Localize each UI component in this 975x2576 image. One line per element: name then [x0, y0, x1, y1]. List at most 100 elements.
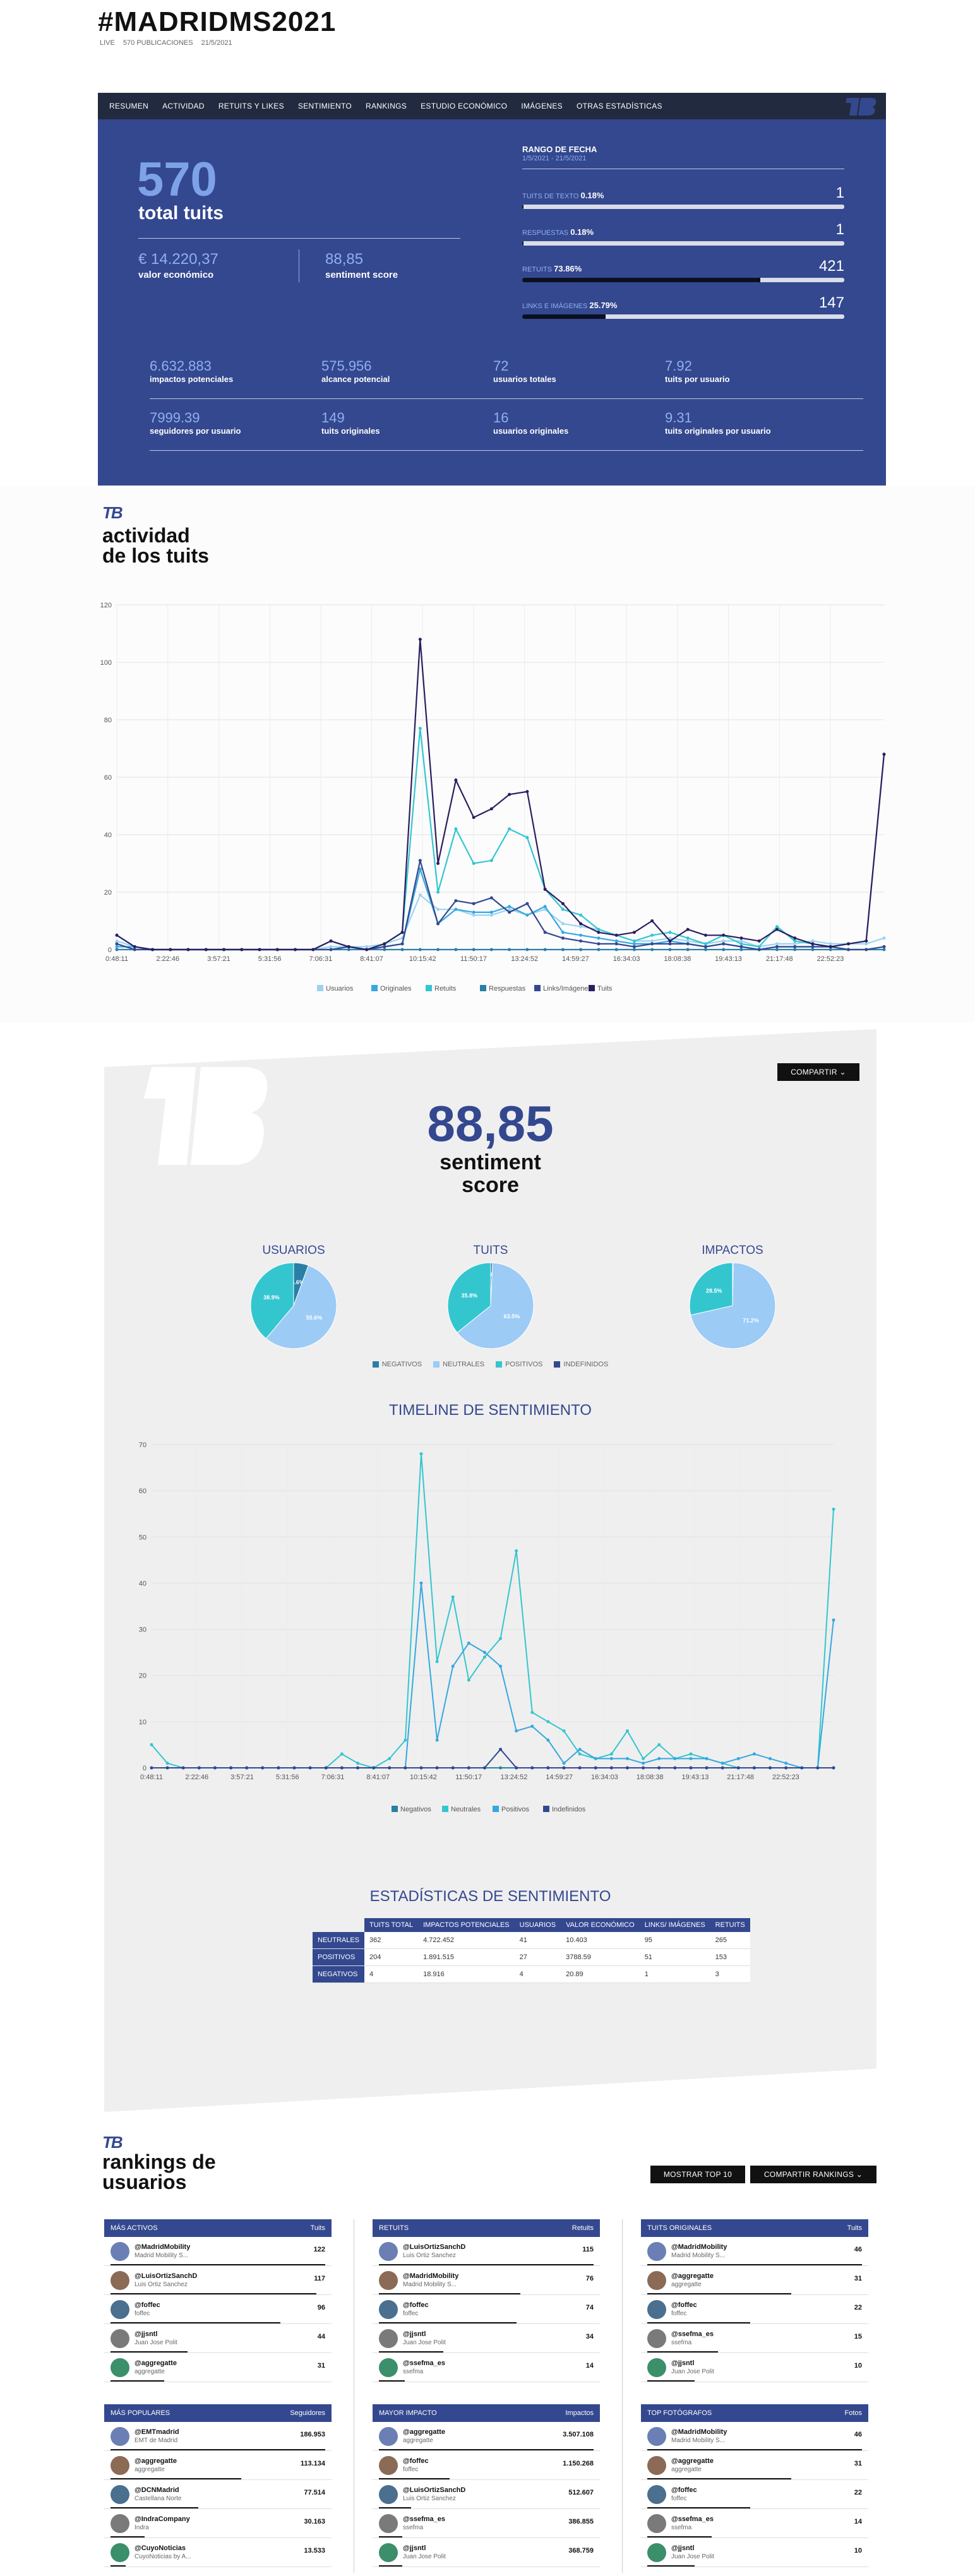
data-point[interactable]: [597, 936, 601, 940]
ranking-row[interactable]: @aggregatte aggregatte 31: [641, 2266, 868, 2295]
ranking-row[interactable]: @ssefma_es ssefma 14: [641, 2509, 868, 2538]
data-point[interactable]: [562, 1729, 566, 1732]
share-rankings-button[interactable]: COMPARTIR RANKINGS ⌄: [750, 2166, 876, 2183]
data-point[interactable]: [625, 1766, 629, 1770]
ranking-user-handle[interactable]: @aggregatte: [135, 2457, 177, 2466]
data-point[interactable]: [292, 1766, 296, 1770]
data-point[interactable]: [561, 948, 565, 951]
data-point[interactable]: [347, 945, 350, 948]
data-point[interactable]: [261, 1766, 265, 1770]
data-point[interactable]: [472, 948, 476, 951]
ranking-row[interactable]: @jjsntl Juan Jose Polit 10: [641, 2538, 868, 2567]
ranking-row[interactable]: @EMTmadrid EMT de Madrid 186.953: [104, 2422, 332, 2451]
data-point[interactable]: [115, 948, 119, 951]
data-point[interactable]: [832, 1618, 835, 1622]
data-point[interactable]: [739, 942, 743, 946]
avatar[interactable]: [647, 2358, 666, 2377]
data-point[interactable]: [454, 899, 458, 903]
data-point[interactable]: [115, 942, 119, 946]
data-point[interactable]: [578, 1748, 582, 1751]
data-point[interactable]: [467, 1678, 470, 1682]
data-point[interactable]: [436, 862, 440, 865]
avatar[interactable]: [379, 2270, 398, 2290]
data-point[interactable]: [816, 1766, 820, 1770]
pie-slice-neutrales[interactable]: [690, 1262, 776, 1349]
share-button[interactable]: COMPARTIR ⌄: [777, 1063, 859, 1081]
data-point[interactable]: [793, 948, 797, 951]
avatar[interactable]: [379, 2484, 398, 2504]
data-point[interactable]: [277, 1766, 280, 1770]
data-point[interactable]: [169, 948, 172, 951]
data-point[interactable]: [418, 893, 422, 897]
data-point[interactable]: [775, 927, 779, 931]
data-point[interactable]: [739, 948, 743, 951]
data-point[interactable]: [311, 948, 315, 951]
ranking-row[interactable]: @MadridMobility Madrid Mobility S... 122: [104, 2237, 332, 2266]
avatar[interactable]: [111, 2543, 129, 2562]
data-point[interactable]: [489, 807, 493, 811]
data-point[interactable]: [186, 948, 190, 951]
avatar[interactable]: [647, 2299, 666, 2319]
data-point[interactable]: [151, 948, 155, 951]
data-point[interactable]: [133, 948, 136, 951]
data-point[interactable]: [668, 948, 672, 951]
ranking-row[interactable]: @jjsntl Juan Jose Polit 368.759: [373, 2538, 600, 2567]
ranking-user-handle[interactable]: @foffec: [135, 2301, 160, 2310]
data-point[interactable]: [489, 910, 493, 914]
data-point[interactable]: [436, 948, 440, 951]
data-point[interactable]: [673, 1766, 677, 1770]
data-point[interactable]: [525, 902, 529, 905]
data-point[interactable]: [686, 948, 690, 951]
data-point[interactable]: [418, 727, 422, 730]
data-point[interactable]: [383, 948, 386, 951]
ranking-user-handle[interactable]: @ssefma_es: [671, 2330, 714, 2339]
data-point[interactable]: [472, 902, 476, 905]
data-point[interactable]: [525, 790, 529, 794]
avatar[interactable]: [111, 2270, 129, 2290]
data-point[interactable]: [530, 1724, 534, 1728]
data-point[interactable]: [864, 942, 868, 946]
data-point[interactable]: [594, 1756, 597, 1760]
data-point[interactable]: [454, 907, 458, 911]
pie-slice-positivos[interactable]: [689, 1262, 733, 1316]
ranking-row[interactable]: @MadridMobility Madrid Mobility S... 46: [641, 2422, 868, 2451]
data-point[interactable]: [686, 942, 690, 946]
nav-imagenes[interactable]: IMÁGENES: [521, 102, 563, 110]
data-point[interactable]: [793, 939, 797, 943]
pie-slice-positivos[interactable]: [250, 1262, 294, 1339]
nav-actividad[interactable]: ACTIVIDAD: [162, 102, 205, 110]
data-point[interactable]: [579, 939, 583, 943]
nav-retuits-likes[interactable]: RETUITS Y LIKES: [218, 102, 284, 110]
data-point[interactable]: [686, 927, 690, 931]
data-point[interactable]: [579, 925, 583, 929]
data-point[interactable]: [435, 1660, 439, 1664]
data-point[interactable]: [482, 1766, 486, 1770]
avatar[interactable]: [647, 2270, 666, 2290]
data-point[interactable]: [356, 1766, 360, 1770]
data-point[interactable]: [388, 1756, 392, 1760]
avatar[interactable]: [379, 2426, 398, 2446]
avatar[interactable]: [647, 2241, 666, 2261]
data-point[interactable]: [365, 948, 369, 951]
data-point[interactable]: [625, 1756, 629, 1760]
data-point[interactable]: [508, 948, 511, 951]
data-point[interactable]: [451, 1664, 455, 1668]
data-point[interactable]: [418, 859, 422, 862]
ranking-row[interactable]: @aggregatte aggregatte 31: [104, 2353, 332, 2382]
data-point[interactable]: [705, 1756, 709, 1760]
data-point[interactable]: [722, 948, 726, 951]
data-point[interactable]: [436, 907, 440, 911]
pie-slice-neutrales[interactable]: [457, 1262, 534, 1349]
data-point[interactable]: [642, 1762, 645, 1765]
data-point[interactable]: [508, 907, 511, 911]
data-point[interactable]: [784, 1762, 788, 1765]
ranking-row[interactable]: @foffec foffec 96: [104, 2295, 332, 2324]
ranking-user-handle[interactable]: @MadridMobility: [671, 2428, 727, 2436]
ranking-user-handle[interactable]: @ssefma_es: [403, 2359, 445, 2368]
ranking-user-handle[interactable]: @foffec: [403, 2301, 429, 2310]
data-point[interactable]: [150, 1766, 153, 1770]
data-point[interactable]: [240, 948, 244, 951]
data-point[interactable]: [499, 1664, 503, 1668]
data-point[interactable]: [614, 948, 618, 951]
data-point[interactable]: [722, 933, 726, 937]
